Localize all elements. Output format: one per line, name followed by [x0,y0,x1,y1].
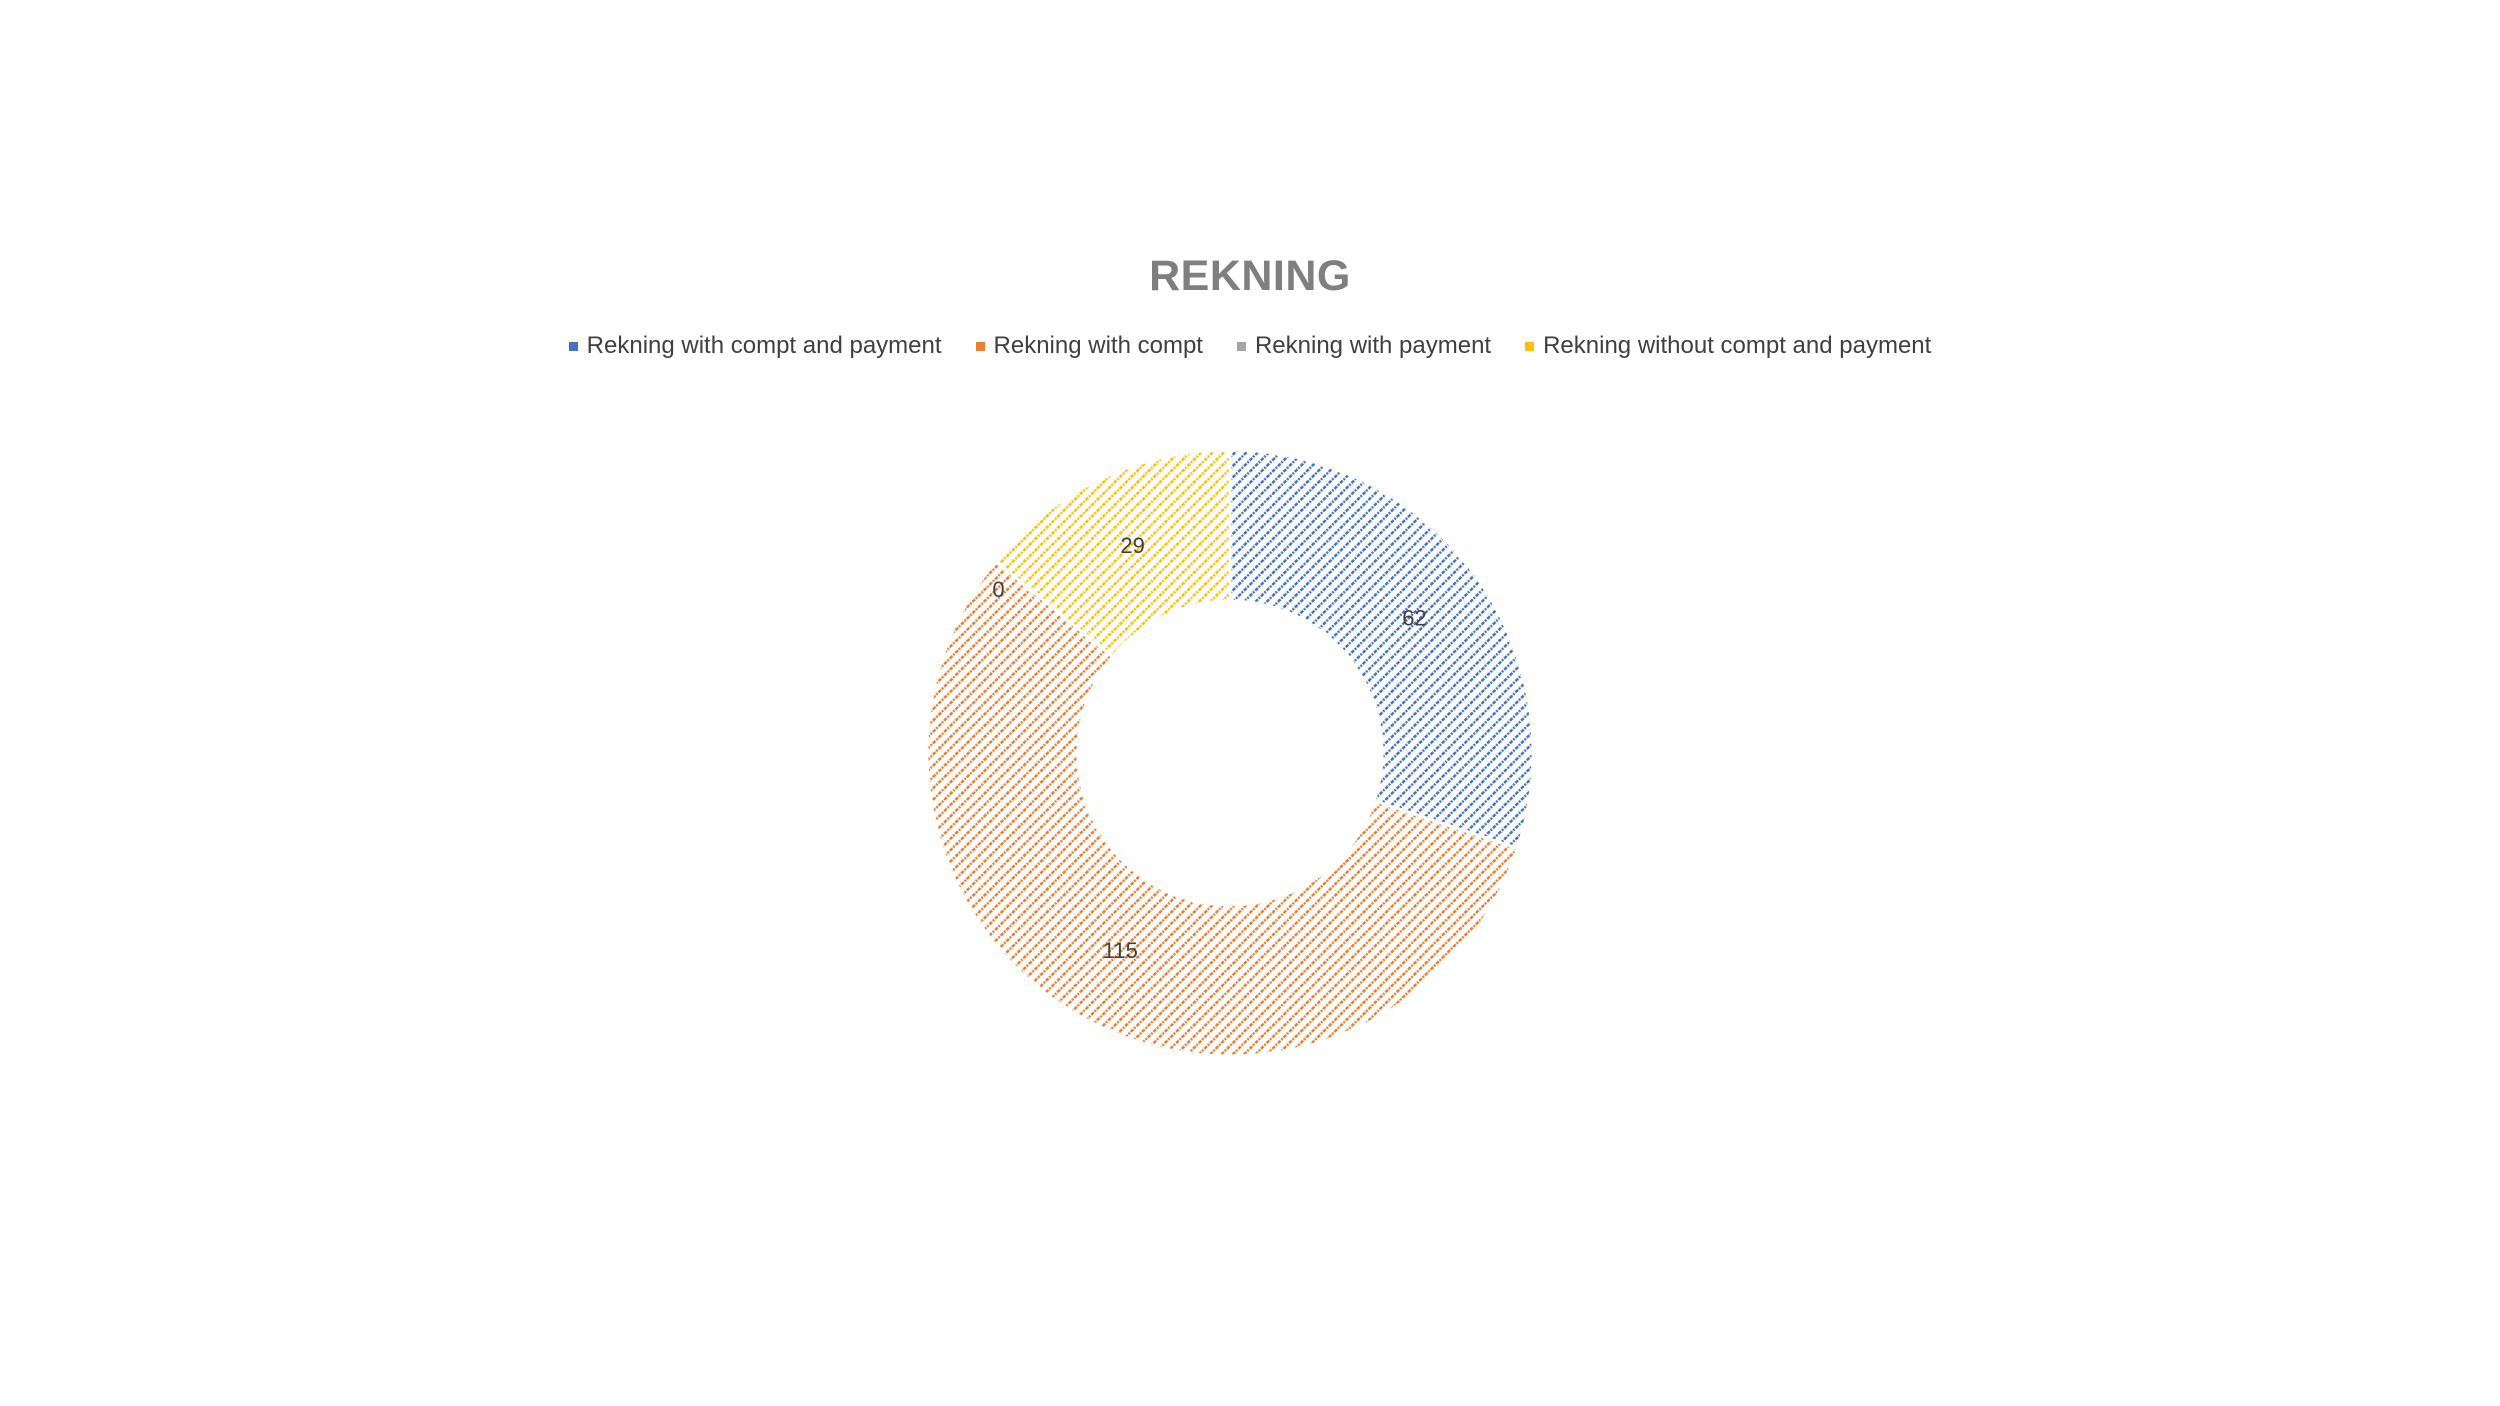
data-label-without-compt-and-payment: 29 [1120,533,1144,558]
legend-label: Rekning with compt [993,332,1203,359]
legend-swatch [568,341,578,351]
data-label-with-compt-and-payment: 62 [1402,606,1426,631]
data-label-with-payment: 0 [992,577,1004,602]
legend-swatch [1525,341,1535,351]
legend-label: Rekning without compt and payment [1543,332,1932,359]
legend-item: Rekning with compt [975,332,1203,360]
legend-item: Rekning with payment [1236,332,1492,360]
donut-slice-with-compt [925,558,1520,1058]
donut-slice-without-compt-and-payment [993,448,1232,659]
chart-title: REKNING [1149,252,1351,300]
legend-label: Rekning with compt and payment [586,332,942,359]
legend-swatch [1236,341,1246,351]
data-label-with-compt: 115 [1103,938,1138,963]
donut-slice-with-compt-and-payment [1228,448,1535,851]
legend-swatch [975,341,985,351]
legend: Rekning with compt and payment Rekning wi… [0,332,2500,360]
legend-item: Rekning with compt and payment [568,332,942,360]
legend-label: Rekning with payment [1254,332,1492,359]
legend-item: Rekning without compt and payment [1525,332,1931,360]
